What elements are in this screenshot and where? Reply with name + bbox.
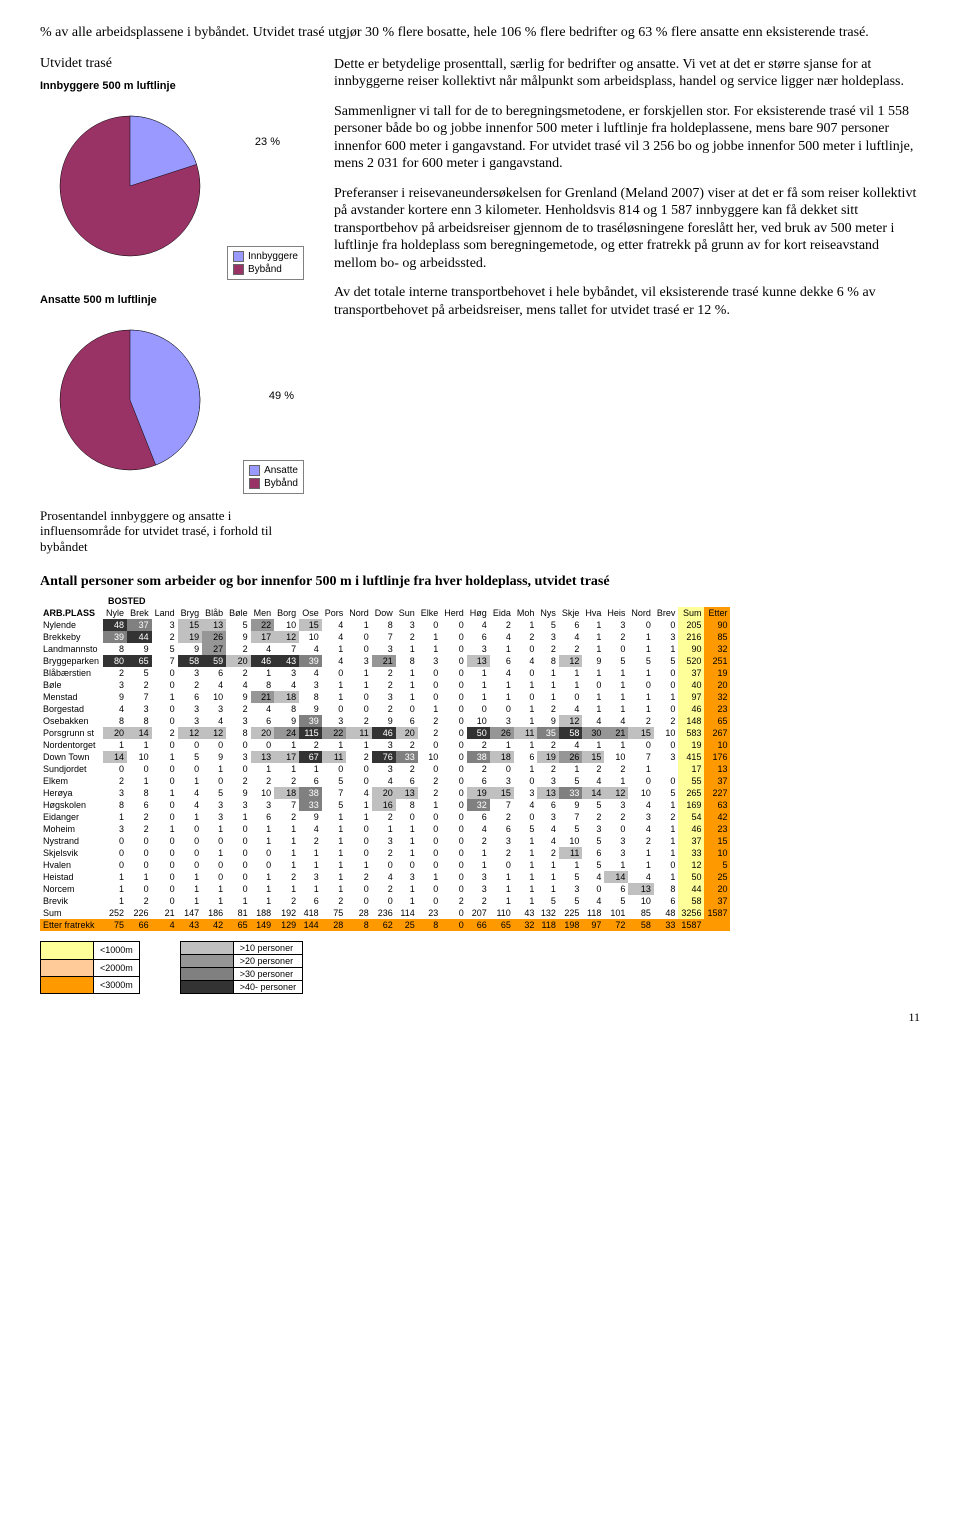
chart2-title: Ansatte 500 m luftlinje — [40, 294, 310, 306]
pie-chart-2: 49 % Ansatte Bybånd — [40, 310, 310, 500]
left-column: Utvidet trasé Innbyggere 500 m luftlinje… — [40, 56, 310, 555]
data-matrix: ARB.PLASSNyleBrekLandBrygBlåbBøleMenBorg… — [40, 607, 730, 931]
chart1-legend-0: Innbyggere — [248, 250, 298, 263]
right-para-0: Dette er betydelige prosenttall, særlig … — [334, 56, 920, 91]
chart2-legend-0: Ansatte — [264, 464, 298, 477]
matrix-title: Antall personer som arbeider og bor inne… — [40, 574, 920, 590]
chart2-pct: 49 % — [269, 390, 294, 402]
chart1-title: Innbyggere 500 m luftlinje — [40, 80, 310, 92]
right-column: Dette er betydelige prosenttall, særlig … — [334, 56, 920, 555]
top-paragraph: % av alle arbeidsplassene i bybåndet. Ut… — [40, 24, 920, 42]
chart2-legend: Ansatte Bybånd — [243, 460, 304, 494]
matrix-wrap: BOSTED ARB.PLASSNyleBrekLandBrygBlåbBøle… — [40, 596, 920, 931]
legend-tables: <1000m <2000m <3000m >10 personer >20 pe… — [40, 941, 920, 994]
right-para-1: Sammenligner vi tall for de to beregning… — [334, 103, 920, 173]
legend-persons: >10 personer >20 personer >30 personer >… — [180, 941, 303, 994]
page-number: 11 — [40, 1010, 920, 1025]
chart1-legend: Innbyggere Bybånd — [227, 246, 304, 280]
legend-distance: <1000m <2000m <3000m — [40, 941, 140, 994]
pie-chart-1: 23 % Innbyggere Bybånd — [40, 96, 310, 286]
chart1-pct: 23 % — [255, 136, 280, 148]
two-column-layout: Utvidet trasé Innbyggere 500 m luftlinje… — [40, 56, 920, 555]
utvidet-title: Utvidet trasé — [40, 56, 310, 72]
right-para-2: Preferanser i reisevaneundersøkelsen for… — [334, 185, 920, 273]
left-caption: Prosentandel innbyggere og ansatte i inf… — [40, 508, 310, 555]
chart1-legend-1: Bybånd — [248, 263, 282, 276]
bosted-label: BOSTED — [108, 596, 920, 606]
right-para-3: Av det totale interne transportbehovet i… — [334, 284, 920, 319]
chart2-legend-1: Bybånd — [264, 477, 298, 490]
